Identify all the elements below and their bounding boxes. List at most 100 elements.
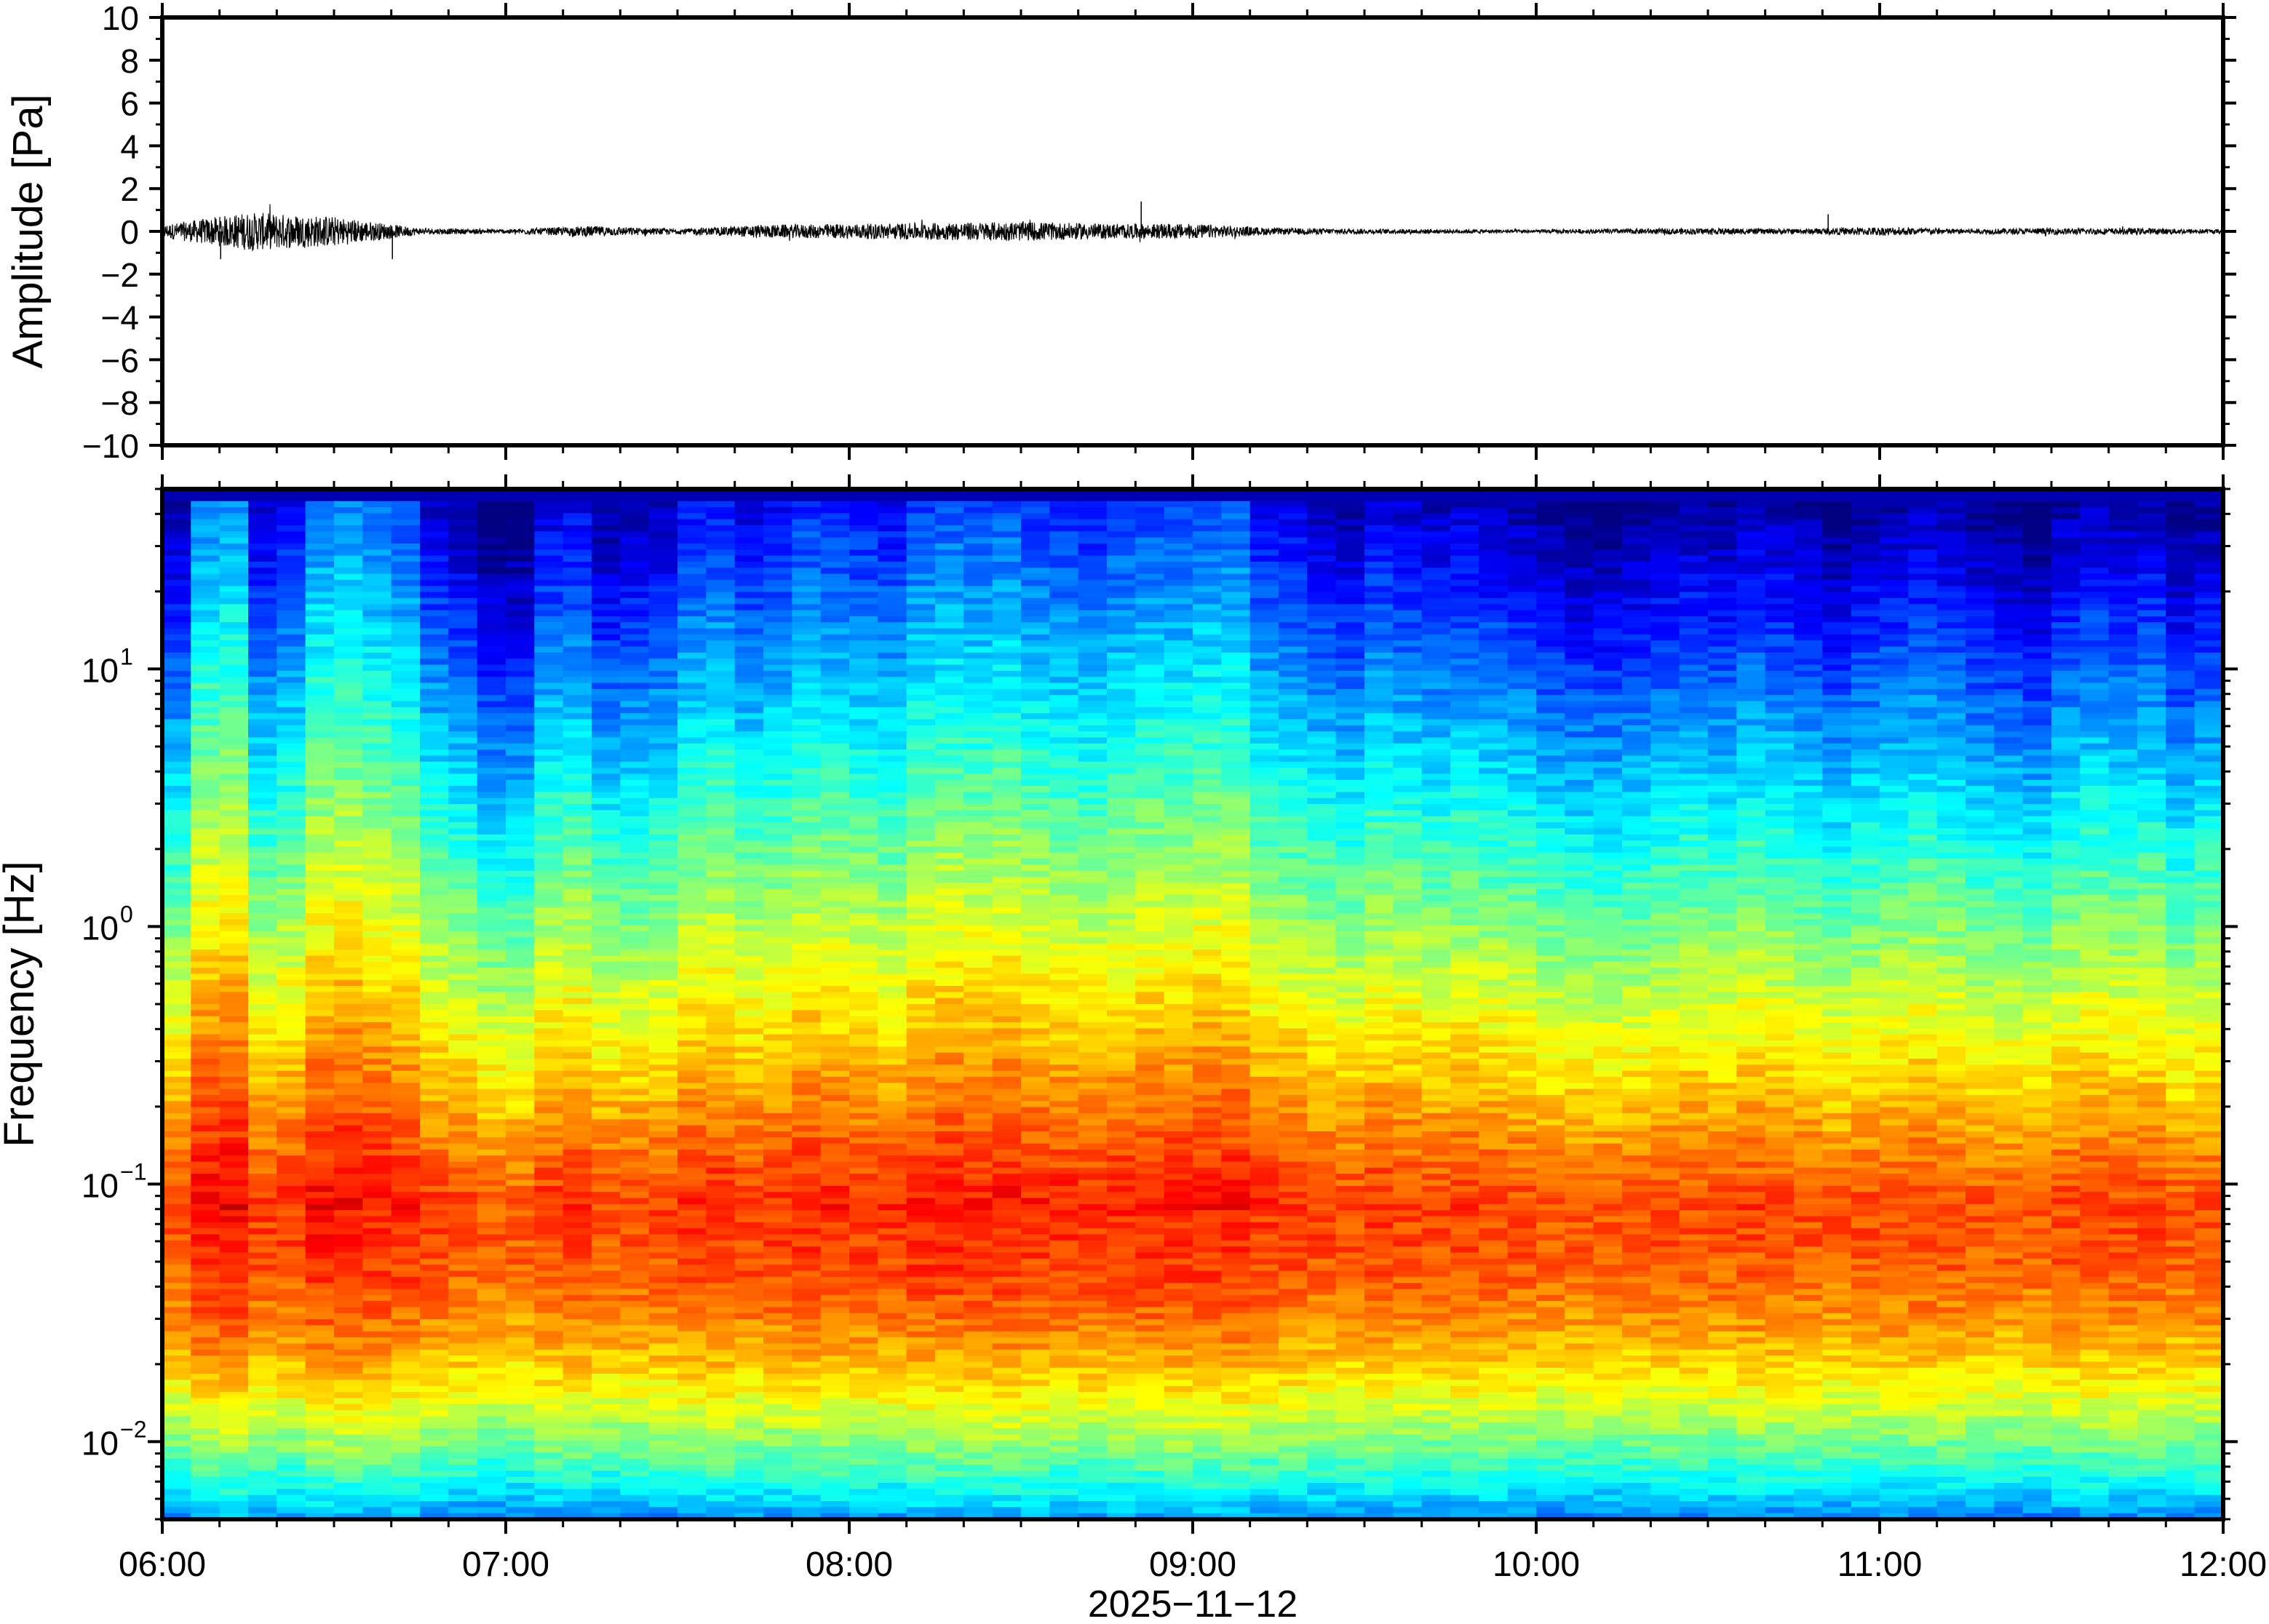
spectrogram-cell: [191, 779, 220, 787]
spectrogram-cell: [963, 888, 993, 896]
spectrogram-cell: [362, 1004, 392, 1011]
spectrogram-cell: [820, 1203, 850, 1211]
spectrogram-cell: [162, 616, 192, 623]
spectrogram-cell: [477, 1174, 506, 1181]
spectrogram-cell: [648, 695, 678, 702]
spectrogram-cell: [248, 1203, 278, 1211]
spectrogram-cell: [878, 1216, 907, 1223]
spectrogram-cell: [935, 1094, 965, 1102]
spectrogram-cell: [734, 1125, 764, 1132]
spectrogram-cell: [391, 731, 421, 739]
spectrogram-cell: [820, 1440, 850, 1447]
spectrogram-cell: [849, 749, 879, 757]
spectrogram-cell: [935, 888, 965, 896]
spectrogram-cell: [706, 706, 736, 714]
spectrogram-cell: [191, 549, 220, 557]
spectrogram-cell: [477, 706, 506, 714]
spectrogram-cell: [305, 1228, 335, 1235]
spectrogram-cell: [677, 573, 707, 581]
spectrogram-cell: [677, 1258, 707, 1265]
spectrogram-cell: [391, 937, 421, 944]
spectrogram-cell: [706, 1174, 736, 1181]
spectrogram-cell: [620, 640, 650, 648]
spectrogram-cell: [592, 1228, 621, 1235]
spectrogram-cell: [391, 573, 421, 581]
spectrogram-cell: [963, 640, 993, 648]
spectrogram-cell: [448, 1252, 478, 1259]
spectrogram-cell: [734, 1294, 764, 1302]
spectrogram-cell: [334, 792, 364, 799]
spectrogram-cell: [277, 682, 306, 690]
spectrogram-cell: [563, 1112, 592, 1120]
spectrogram-cell: [305, 852, 335, 859]
spectrogram-cell: [506, 943, 536, 950]
spectrogram-cell: [162, 1101, 192, 1108]
spectrogram-cell: [305, 870, 335, 877]
spectrogram-cell: [648, 1361, 678, 1369]
spectrogram-cell: [792, 870, 822, 877]
spectrogram-cell: [448, 1440, 478, 1447]
spectrogram-cell: [763, 531, 793, 538]
spectrogram-cell: [906, 640, 936, 648]
spectrogram-cell: [935, 597, 965, 605]
spectrogram-cell: [849, 919, 879, 926]
spectrogram-cell: [763, 816, 793, 823]
spectrogram-cell: [648, 737, 678, 744]
spectrogram-cell: [162, 888, 192, 896]
spectrogram-cell: [219, 1307, 249, 1314]
spectrogram-cell: [563, 1040, 592, 1048]
spectrogram-cell: [963, 628, 993, 635]
spectrogram-cell: [592, 1185, 621, 1193]
spectrogram-cell: [391, 925, 421, 932]
spectrogram-cell: [935, 1410, 965, 1417]
spectrogram-cell: [277, 1349, 306, 1356]
spectrogram-cell: [277, 1325, 306, 1332]
spectrogram-cell: [820, 1422, 850, 1429]
spectrogram-cell: [620, 1034, 650, 1041]
spectrogram-cell: [906, 501, 936, 508]
spectrogram-cell: [391, 1167, 421, 1174]
spectrogram-cell: [391, 719, 421, 726]
spectrogram-cell: [734, 937, 764, 944]
spectrogram-cell: [677, 501, 707, 508]
spectrogram-cell: [219, 628, 249, 635]
spectrogram-cell: [448, 501, 478, 508]
spectrogram-cell: [935, 907, 965, 914]
spectrogram-cell: [792, 1325, 822, 1332]
spectrogram-cell: [878, 586, 907, 593]
spectrogram-cell: [963, 907, 993, 914]
spectrogram-cell: [334, 1203, 364, 1211]
spectrogram-cell: [162, 1131, 192, 1138]
spectrogram-cell: [162, 719, 192, 726]
spectrogram-cell: [362, 592, 392, 599]
spectrogram-cell: [219, 968, 249, 975]
spectrogram-cell: [248, 1404, 278, 1411]
spectrogram-cell: [849, 1307, 879, 1314]
spectrogram-cell: [334, 1513, 364, 1519]
spectrogram-cell: [906, 682, 936, 690]
spectrogram-cell: [362, 1331, 392, 1338]
spectrogram-cell: [506, 786, 536, 793]
spectrogram-cell: [477, 688, 506, 696]
spectrogram-cell: [706, 1046, 736, 1054]
spectrogram-cell: [592, 1398, 621, 1405]
spectrogram-cell: [734, 755, 764, 763]
spectrogram-cell: [963, 840, 993, 848]
spectrogram-cell: [506, 1210, 536, 1217]
spectrogram-cell: [706, 1101, 736, 1108]
spectrogram-cell: [277, 1149, 306, 1156]
spectrogram-cell: [963, 597, 993, 605]
spectrogram-cell: [906, 1337, 936, 1345]
spectrogram-cell: [849, 1131, 879, 1138]
spectrogram-cell: [849, 1494, 879, 1502]
spectrogram-cell: [592, 1294, 621, 1302]
spectrogram-cell: [648, 1161, 678, 1169]
spectrogram-cell: [506, 1410, 536, 1417]
spectrogram-cell: [162, 670, 192, 677]
spectrogram-cell: [849, 943, 879, 950]
spectrogram-cell: [191, 1016, 220, 1023]
spectrogram-cell: [506, 1022, 536, 1030]
spectrogram-cell: [191, 555, 220, 562]
spectrogram-cell: [391, 786, 421, 793]
spectrogram-cell: [849, 1198, 879, 1205]
